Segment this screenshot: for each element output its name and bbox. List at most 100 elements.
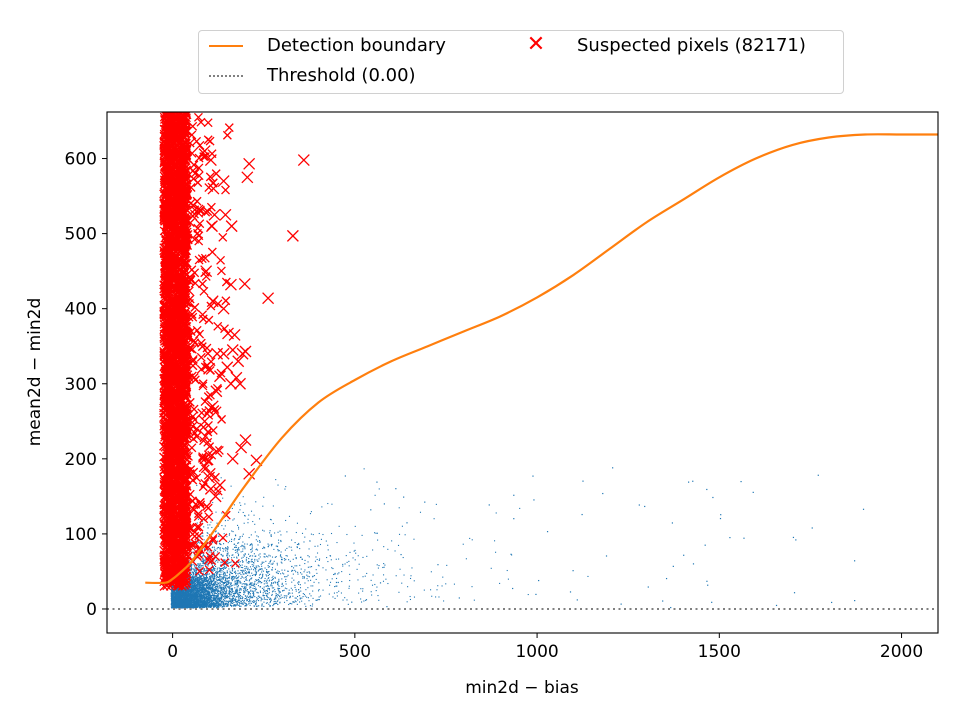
pixel-point: [329, 581, 332, 583]
pixel-point: [217, 579, 219, 581]
pixel-point: [220, 594, 222, 596]
pixel-point: [243, 546, 245, 548]
pixel-point: [231, 602, 233, 605]
pixel-point: [212, 597, 214, 600]
pixel-point: [282, 572, 284, 574]
pixel-point: [211, 605, 213, 607]
pixel-point: [283, 558, 285, 560]
pixel-point: [299, 597, 301, 599]
pixel-point: [243, 593, 245, 596]
pixel-point: [195, 565, 197, 567]
pixel-point: [270, 584, 272, 586]
pixel-point: [431, 595, 433, 597]
pixel-point: [205, 606, 208, 608]
pixel-point: [226, 552, 228, 554]
pixel-point: [221, 567, 223, 570]
pixel-point: [240, 605, 242, 607]
pixel-point: [201, 521, 203, 523]
pixel-point: [223, 543, 225, 545]
pixel-point: [194, 578, 196, 580]
pixel-point: [192, 585, 194, 587]
pixel-point: [213, 574, 215, 576]
pixel-point: [271, 591, 274, 593]
pixel-point: [232, 519, 234, 521]
pixel-point: [249, 555, 251, 557]
pixel-point: [216, 576, 219, 578]
pixel-point: [298, 581, 300, 583]
pixel-point: [278, 590, 280, 593]
pixel-point: [344, 597, 346, 599]
pixel-point: [221, 512, 223, 514]
pixel-point: [271, 577, 273, 579]
pixel-point: [171, 590, 173, 592]
pixel-point: [295, 557, 297, 559]
pixel-point: [269, 530, 271, 532]
pixel-point: [212, 590, 214, 593]
pixel-point: [204, 581, 207, 583]
pixel-point: [227, 560, 229, 562]
pixel-point: [222, 573, 224, 576]
pixel-point: [223, 593, 225, 595]
pixel-point: [231, 575, 233, 578]
pixel-point: [194, 566, 196, 568]
pixel-point: [246, 579, 248, 581]
pixel-point: [193, 570, 195, 572]
pixel-point: [194, 575, 197, 577]
pixel-point: [252, 592, 254, 594]
pixel-point: [244, 605, 247, 607]
pixel-point: [237, 542, 239, 544]
pixel-point: [242, 569, 244, 571]
pixel-point: [191, 585, 193, 587]
pixel-point: [224, 589, 226, 591]
pixel-point: [251, 548, 253, 550]
pixel-point: [327, 561, 329, 563]
pixel-point: [215, 565, 217, 568]
pixel-point: [222, 538, 224, 540]
pixel-point: [438, 596, 440, 598]
pixel-point: [267, 597, 269, 599]
pixel-point: [240, 545, 242, 548]
pixel-point: [197, 598, 199, 600]
pixel-point: [237, 561, 239, 563]
pixel-point: [198, 593, 200, 595]
pixel-point: [217, 589, 219, 591]
pixel-point: [201, 579, 203, 581]
pixel-point: [317, 545, 319, 547]
pixel-point: [281, 596, 283, 598]
pixel-point: [223, 598, 225, 601]
pixel-point: [294, 554, 296, 556]
pixel-point: [222, 581, 224, 584]
pixel-point: [192, 595, 194, 597]
pixel-point: [446, 564, 448, 566]
pixel-point: [212, 580, 215, 582]
pixel-point: [201, 601, 203, 603]
pixel-point: [250, 510, 253, 512]
pixel-point: [202, 592, 205, 594]
pixel-point: [195, 589, 197, 591]
pixel-point: [230, 561, 232, 563]
pixel-point: [203, 603, 205, 605]
pixel-point: [274, 589, 276, 591]
pixel-point: [274, 598, 276, 600]
pixel-point: [208, 606, 210, 608]
pixel-point: [305, 605, 307, 607]
pixel-point: [220, 588, 222, 590]
pixel-point: [250, 583, 252, 585]
pixel-point: [271, 594, 273, 596]
pixel-point: [200, 568, 202, 570]
pixel-point: [243, 589, 245, 591]
pixel-point: [206, 593, 208, 596]
pixel-point: [220, 584, 222, 586]
pixel-point: [218, 546, 220, 549]
pixel-point: [206, 593, 208, 595]
pixel-point: [310, 585, 312, 587]
pixel-point: [303, 571, 305, 573]
pixel-point: [284, 559, 286, 561]
pixel-point: [213, 577, 215, 579]
pixel-point: [229, 573, 231, 575]
pixel-point: [244, 591, 246, 593]
pixel-point: [228, 568, 230, 570]
pixel-point: [230, 601, 232, 603]
pixel-point: [378, 565, 380, 567]
pixel-point: [216, 590, 218, 592]
